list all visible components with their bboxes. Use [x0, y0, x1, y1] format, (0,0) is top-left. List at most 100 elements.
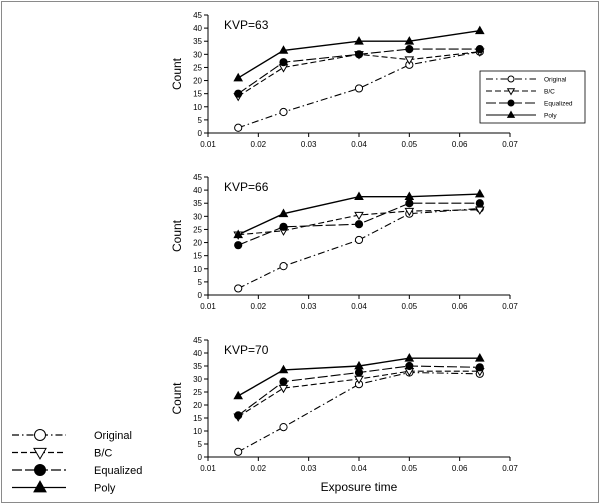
- series-line-original: [237, 207, 480, 289]
- y-axis-label: Count: [170, 219, 184, 252]
- data-point-poly: [278, 208, 289, 218]
- y-tick-label: 30: [193, 212, 202, 221]
- y-tick-label: 5: [198, 116, 203, 125]
- data-point-equalized: [475, 199, 484, 208]
- small-legend-marker: [506, 110, 516, 118]
- data-point-equalized: [354, 220, 364, 229]
- panel-title: KVP=66: [224, 180, 269, 194]
- y-tick-label: 20: [193, 77, 202, 86]
- data-point-equalized: [279, 222, 288, 231]
- data-point-poly: [474, 25, 485, 35]
- data-point-poly: [233, 72, 244, 82]
- data-point-equalized: [234, 241, 243, 250]
- small-legend-label: Equalized: [544, 101, 573, 108]
- y-tick-label: 30: [193, 50, 202, 59]
- chart-panel-1: 0 5 10 15 20 25 30 35 40 45 0.01 0.02 0.03 0.04 0.05 0.…: [170, 11, 518, 149]
- x-tick-label: 0.01: [200, 464, 216, 473]
- data-point-poly: [354, 36, 364, 45]
- data-point-bc: [404, 207, 415, 217]
- x-tick-label: 0.04: [351, 140, 367, 149]
- y-axis-label: Count: [170, 382, 184, 415]
- main-legend-marker: [34, 464, 46, 476]
- y-tick-label: 0: [198, 129, 203, 138]
- data-point-poly: [233, 390, 244, 400]
- data-point-poly: [354, 360, 364, 370]
- data-point-equalized: [354, 50, 364, 59]
- y-tick-label: 40: [193, 349, 202, 358]
- data-point-equalized: [405, 361, 414, 371]
- data-point-equalized: [279, 58, 288, 67]
- x-tick-label: 0.02: [251, 140, 267, 149]
- small-legend-box: [479, 70, 586, 124]
- data-point-original: [279, 107, 288, 117]
- y-tick-label: 40: [193, 24, 202, 33]
- x-tick-label: 0.05: [402, 302, 418, 311]
- x-tick-label: 0.06: [452, 302, 468, 311]
- data-point-poly: [278, 364, 289, 374]
- x-tick-label: 0.05: [402, 464, 418, 473]
- data-point-poly: [474, 353, 485, 362]
- main-legend-label: Equalized: [94, 465, 142, 477]
- y-tick-label: 0: [198, 453, 203, 462]
- data-point-poly: [278, 45, 289, 54]
- y-tick-label: 15: [193, 90, 202, 99]
- y-tick-label: 30: [193, 375, 202, 384]
- series-line-original: [237, 371, 480, 453]
- data-point-equalized: [405, 199, 414, 208]
- x-tick-label: 0.01: [200, 140, 216, 149]
- data-point-equalized: [234, 411, 243, 420]
- data-point-original: [354, 84, 364, 93]
- x-tick-label: 0.05: [402, 140, 418, 149]
- x-tick-label: 0.07: [502, 302, 518, 311]
- y-tick-label: 35: [193, 362, 202, 371]
- main-legend-label: Original: [94, 430, 132, 442]
- panel-title: KVP=63: [224, 18, 269, 32]
- data-point-bc: [354, 211, 364, 221]
- small-legend-label: Poly: [544, 113, 557, 120]
- data-point-bc: [278, 384, 289, 394]
- main-legend: Original B/C Equalized Poly: [12, 429, 142, 495]
- main-legend-label: B/C: [94, 448, 112, 460]
- panel-title: KVP=70: [224, 343, 269, 357]
- x-tick-label: 0.04: [351, 302, 367, 311]
- data-point-poly: [404, 191, 415, 201]
- y-tick-label: 25: [193, 388, 202, 397]
- data-point-original: [234, 284, 243, 293]
- small-legend-label: B/C: [544, 89, 555, 96]
- y-tick-label: 15: [193, 252, 202, 261]
- y-tick-label: 45: [193, 173, 202, 182]
- x-tick-label: 0.04: [351, 464, 367, 473]
- data-point-equalized: [475, 363, 484, 372]
- data-point-original: [354, 235, 364, 245]
- main-legend-marker: [33, 480, 47, 493]
- chart-panel-3: 0 5 10 15 20 25 30 35 40 45 0.01 0.02 0.03 0.04 0.05 0.…: [170, 336, 518, 494]
- data-point-original: [234, 447, 243, 456]
- y-tick-label: 5: [198, 278, 203, 287]
- y-tick-label: 10: [193, 265, 202, 274]
- x-tick-label: 0.02: [251, 464, 267, 473]
- x-tick-label: 0.02: [251, 302, 267, 311]
- small-legend-marker: [507, 99, 515, 107]
- y-tick-label: 35: [193, 37, 202, 46]
- x-tick-label: 0.03: [301, 302, 317, 311]
- y-tick-label: 10: [193, 103, 202, 112]
- small-legend: Original B/C Equalized Poly: [479, 70, 586, 124]
- y-tick-label: 20: [193, 239, 202, 248]
- data-point-original: [279, 423, 288, 432]
- data-point-equalized: [354, 368, 364, 377]
- x-tick-label: 0.03: [301, 464, 317, 473]
- small-legend-marker: [506, 88, 516, 96]
- y-tick-label: 40: [193, 186, 202, 195]
- y-tick-label: 0: [198, 291, 203, 300]
- data-point-poly: [233, 229, 244, 239]
- x-axis-label: Exposure time: [321, 480, 398, 494]
- data-point-equalized: [279, 377, 288, 386]
- data-point-poly: [404, 36, 415, 45]
- y-tick-label: 45: [193, 11, 202, 20]
- data-point-original: [279, 262, 288, 271]
- y-tick-label: 25: [193, 63, 202, 72]
- data-point-poly: [474, 188, 485, 198]
- main-legend-marker: [33, 447, 47, 460]
- main-legend-marker: [34, 429, 46, 441]
